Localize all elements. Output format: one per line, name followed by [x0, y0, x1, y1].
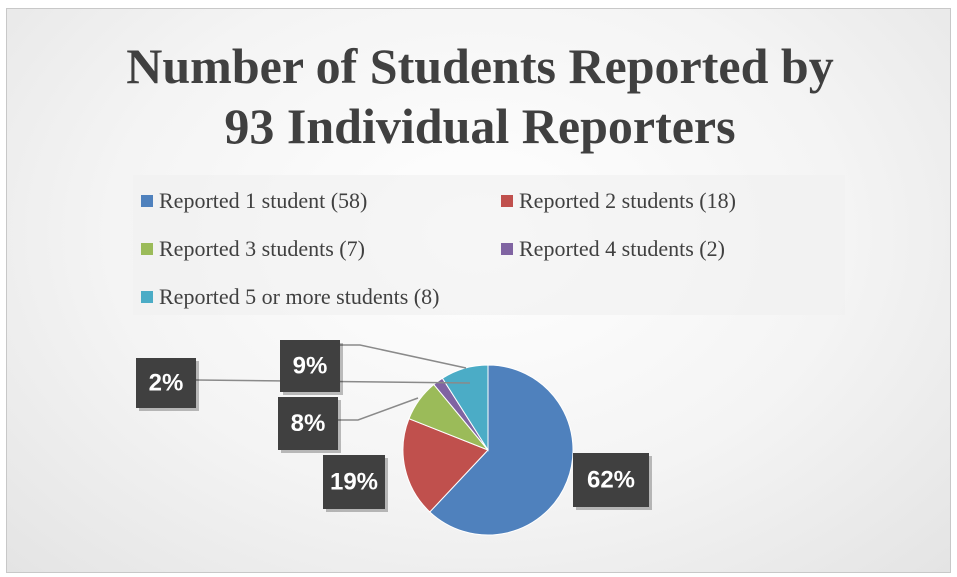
legend-label: Reported 5 or more students (8) [159, 284, 440, 309]
legend-item: Reported 5 or more students (8) [141, 284, 439, 310]
legend-item: Reported 3 students (7) [141, 236, 365, 262]
legend-swatch [141, 243, 153, 255]
data-label: 62% [587, 466, 635, 493]
data-label: 8% [291, 410, 326, 437]
label-box [280, 340, 340, 392]
label-box [573, 453, 649, 507]
legend: Reported 1 student (58) Reported 2 studen… [133, 175, 845, 315]
data-label: 9% [293, 352, 328, 379]
legend-item: Reported 1 student (58) [141, 188, 367, 214]
pie-slice [441, 364, 489, 452]
legend-item: Reported 2 students (18) [501, 188, 736, 214]
pie-slice [429, 364, 574, 536]
legend-label: Reported 2 students (18) [519, 188, 736, 213]
leader-line [338, 397, 419, 421]
legend-item: Reported 4 students (2) [501, 236, 725, 262]
legend-swatch [141, 291, 153, 303]
chart-title: Number of Students Reported by 93 Indivi… [126, 38, 834, 154]
legend-swatch [141, 195, 153, 207]
data-label: 2% [149, 369, 184, 396]
legend-label: Reported 3 students (7) [159, 236, 365, 261]
leader-line [340, 344, 467, 369]
legend-label: Reported 4 students (2) [519, 236, 725, 261]
label-box [323, 455, 385, 509]
legend-label: Reported 1 student (58) [159, 188, 368, 213]
legend-swatch [501, 243, 513, 255]
legend-swatch [501, 195, 513, 207]
label-box [136, 358, 196, 408]
data-label: 19% [330, 468, 378, 495]
label-box [278, 397, 338, 450]
